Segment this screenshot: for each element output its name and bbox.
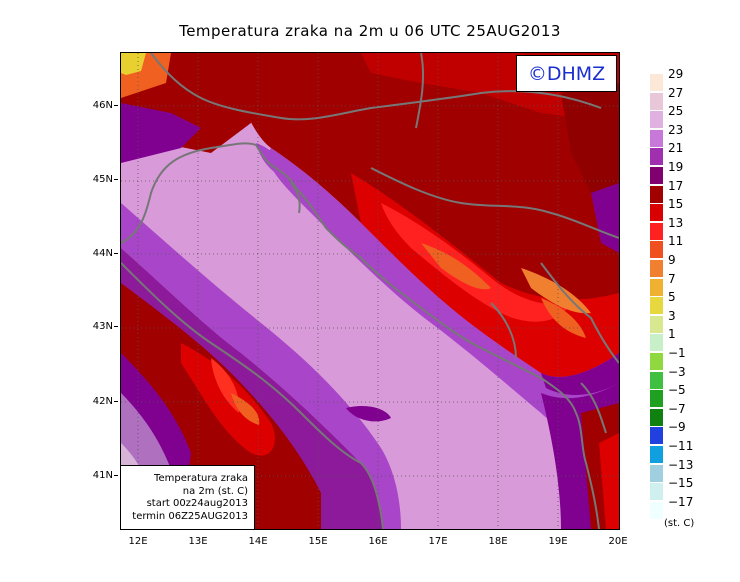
info-line: na 2m (st. C): [182, 485, 248, 497]
legend-label: 11: [668, 234, 684, 249]
lat-label: 43N: [84, 321, 118, 332]
lon-label: 12E: [128, 536, 148, 547]
map-title: Temperatura zraka na 2m u 06 UTC 25AUG20…: [179, 22, 561, 40]
lon-label: 16E: [368, 536, 388, 547]
legend-swatch: [650, 501, 663, 519]
legend-swatch: [650, 260, 663, 277]
legend-swatch: [650, 74, 663, 91]
legend-swatch: [650, 446, 663, 463]
graticule: [121, 53, 619, 529]
lat-label: 46N: [84, 100, 118, 111]
lon-label: 14E: [248, 536, 268, 547]
legend-label: 13: [668, 215, 684, 230]
legend-label: 5: [668, 290, 676, 305]
legend-swatch: [650, 204, 663, 222]
legend-swatch: [650, 241, 663, 259]
legend-swatch: [650, 129, 663, 147]
lon-label: 18E: [488, 536, 508, 547]
lon-label: 20E: [608, 536, 628, 547]
legend-label: −3: [668, 364, 686, 379]
legend-label: 15: [668, 197, 684, 212]
legend-label: 17: [668, 178, 684, 193]
legend-label: −7: [668, 401, 686, 416]
legend-label: 25: [668, 104, 684, 119]
legend-label: 27: [668, 85, 684, 100]
legend-swatch: [650, 427, 663, 445]
legend-swatch: [650, 92, 663, 110]
coastlines: [121, 53, 619, 529]
legend-label: −9: [668, 420, 686, 435]
legend-label: 1: [668, 327, 676, 342]
legend-swatch: [650, 297, 663, 315]
legend-swatch: [650, 222, 663, 240]
lon-label: 19E: [548, 536, 568, 547]
legend-label: −5: [668, 383, 686, 398]
legend-swatch: [650, 464, 663, 482]
temperature-field: [121, 53, 619, 529]
info-line: Temperatura zraka: [154, 473, 248, 484]
legend-swatch: [650, 353, 663, 370]
lat-label: 45N: [84, 174, 118, 185]
legend-swatch: [650, 278, 663, 296]
lat-label: 42N: [84, 396, 118, 407]
legend-label: 29: [668, 67, 684, 81]
lat-label: 44N: [84, 248, 118, 259]
legend-label: 23: [668, 122, 684, 137]
legend-swatch: [650, 483, 663, 501]
legend-swatch: [650, 167, 663, 184]
legend-swatch: [650, 390, 663, 408]
lon-label: 17E: [428, 536, 448, 547]
legend-swatch: [650, 371, 663, 389]
legend-label: −15: [668, 476, 694, 491]
legend-label: −1: [668, 346, 686, 360]
legend-swatch: [650, 408, 663, 426]
lon-label: 13E: [188, 536, 208, 547]
dhmz-badge: ©DHMZ: [516, 55, 617, 92]
legend-label: 21: [668, 141, 684, 156]
lon-label: 15E: [308, 536, 328, 547]
legend-swatch: [650, 148, 663, 166]
legend-swatch: [650, 334, 663, 352]
legend-label: 3: [668, 308, 676, 323]
temperature-map: [120, 52, 620, 530]
legend-label: −11: [668, 439, 694, 453]
info-line: termin 06Z25AUG2013: [132, 510, 248, 522]
lat-label: 41N: [84, 470, 118, 481]
legend-label: 7: [668, 271, 676, 286]
legend-swatch: [650, 111, 663, 129]
legend-unit: (st. C): [664, 518, 695, 529]
legend-label: −13: [668, 457, 694, 472]
legend-swatch: [650, 185, 663, 203]
legend-label: 19: [668, 160, 684, 174]
legend-label: −17: [668, 494, 694, 509]
info-line: start 00z24aug2013: [146, 498, 248, 509]
legend-label: 9: [668, 253, 676, 267]
legend-swatch: [650, 315, 663, 333]
info-box: Temperatura zraka na 2m (st. C) start 00…: [120, 465, 255, 530]
